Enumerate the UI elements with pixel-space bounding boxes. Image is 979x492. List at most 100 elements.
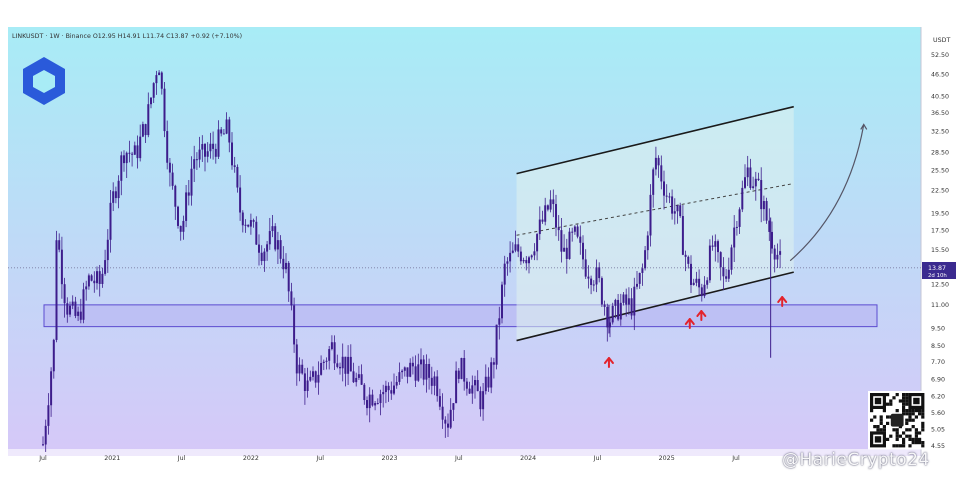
price-tick-label: 40.50 (931, 93, 949, 100)
candle-body (768, 220, 771, 232)
candle-body (779, 251, 782, 255)
candle-body (322, 361, 325, 363)
candle-body (447, 423, 449, 428)
candle-body (514, 244, 517, 251)
candle-body (209, 143, 212, 152)
candle-body (506, 261, 509, 264)
candle-body (109, 202, 112, 240)
time-axis-background (8, 449, 921, 469)
candle-body (595, 267, 598, 285)
candle-body (638, 272, 641, 284)
candle-body (93, 280, 96, 284)
candle-body (730, 247, 733, 270)
last-price-value: 13.87 (928, 265, 946, 272)
candle-body (600, 278, 603, 305)
candle-body (382, 392, 385, 395)
support-zone (43, 304, 878, 328)
candle-body (317, 374, 320, 383)
price-tick-label: 9.50 (931, 325, 945, 332)
candle-body (555, 204, 557, 228)
candle-body (47, 405, 50, 426)
candle-body (247, 224, 250, 227)
candle-body (757, 178, 760, 181)
candle-body (112, 191, 115, 203)
time-tick-label: 2024 (520, 455, 536, 462)
candle-body (422, 359, 425, 380)
candle-body (228, 119, 231, 143)
up-arrow-icon (684, 318, 695, 329)
candle-body (455, 370, 458, 404)
candle-body (425, 364, 428, 380)
candle-body (765, 201, 768, 221)
candle-body (746, 167, 749, 178)
candle-body (706, 280, 709, 285)
candle-body (285, 262, 287, 270)
candle-body (722, 267, 725, 277)
candle-body (128, 152, 131, 154)
candle-body (314, 371, 317, 383)
candle-body (630, 298, 633, 316)
candle-body (125, 152, 128, 164)
projection-arrowhead (860, 123, 868, 130)
candle-body (63, 284, 66, 304)
candle-body (649, 194, 652, 236)
candle-body (320, 362, 323, 375)
candle-body (244, 224, 247, 226)
price-tick-label: 15.50 (931, 247, 949, 254)
candle-body (276, 240, 279, 250)
candle-body (692, 282, 695, 285)
candle-body (495, 324, 498, 365)
candle-body (576, 226, 579, 237)
candle-body (328, 349, 331, 361)
candle-body (398, 372, 401, 382)
candle-body (60, 249, 63, 285)
channel-layer (516, 105, 794, 342)
candle-body (760, 180, 763, 210)
candle-body (552, 199, 555, 205)
candle-body (306, 380, 309, 391)
candle-body (352, 371, 355, 383)
time-tick-label: 2023 (381, 455, 397, 462)
candle-body (762, 201, 765, 210)
candle-body (560, 230, 563, 252)
candle-body (727, 269, 730, 279)
candle-body (579, 236, 582, 243)
candle-body (568, 231, 571, 259)
price-tick-label: 32.50 (931, 129, 949, 136)
candle-body (587, 276, 590, 279)
candle-body (101, 273, 104, 284)
candle-body (155, 75, 158, 84)
up-arrow-icon (696, 310, 707, 321)
candle-body (625, 294, 628, 305)
price-tick-label: 5.60 (931, 410, 945, 417)
price-tick-label: 6.20 (931, 394, 945, 401)
time-tick-label: 2022 (243, 455, 259, 462)
candle-body (85, 286, 88, 290)
candle-body (163, 88, 166, 132)
candle-body (179, 225, 182, 232)
candle-body (614, 299, 617, 306)
candle-body (117, 180, 120, 199)
candle-body (106, 239, 109, 261)
last-price-countdown: 2d 10h (928, 273, 947, 279)
candle-body (438, 396, 441, 407)
candle-body (133, 145, 136, 155)
candle-body (212, 143, 215, 149)
candle-body (452, 403, 455, 410)
candle-body (479, 391, 482, 410)
candle-body (571, 231, 574, 233)
qr-code-icon (868, 391, 927, 450)
candle-body (268, 231, 271, 245)
candle-body (436, 376, 439, 397)
candle-body (193, 159, 196, 169)
candle-body (71, 301, 74, 306)
candle-body (433, 376, 436, 386)
candle-body (536, 234, 539, 252)
price-tick-label: 8.50 (931, 343, 945, 350)
candle-body (279, 240, 282, 259)
candle-body (233, 165, 236, 167)
candle-body (298, 364, 301, 374)
channel-upper-line (516, 105, 794, 175)
candle-body (471, 385, 474, 394)
